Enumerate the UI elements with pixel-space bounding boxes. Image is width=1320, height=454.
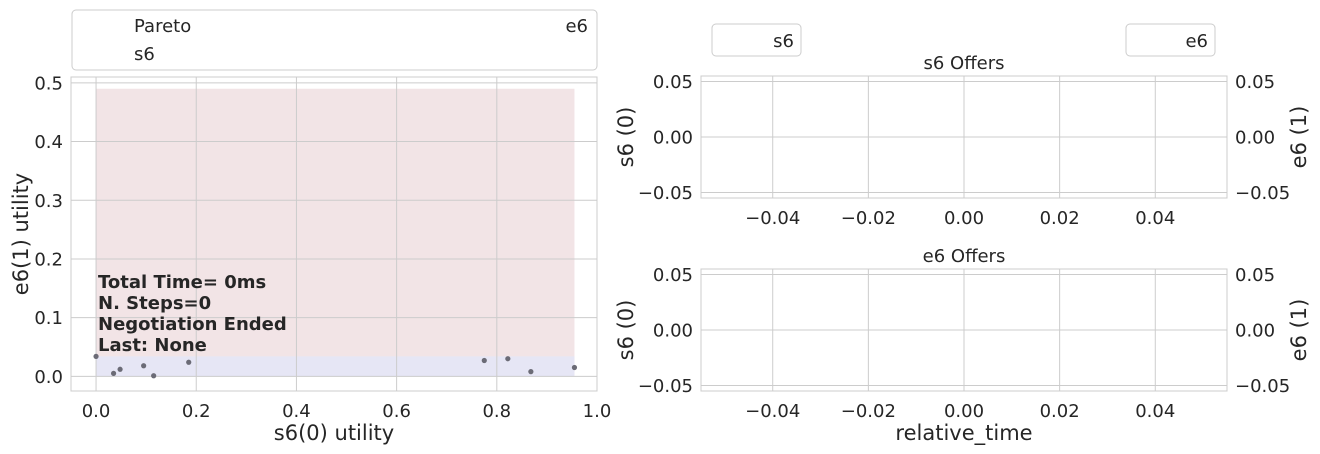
legend-entry-e6: e6 <box>565 16 588 37</box>
utility-x-tick-label: 0.8 <box>482 401 511 422</box>
utility-y-ticks: 0.0 0.1 0.2 0.3 0.4 0.5 <box>34 73 63 387</box>
s6-offers-x-tick-label: −0.02 <box>841 208 896 229</box>
e6-offers-y-axis-label-right: e6 (1) <box>1287 299 1311 362</box>
s6-offers-y-axis-label-right: e6 (1) <box>1287 106 1311 169</box>
utility-y-axis-label: e6(1) utility <box>9 173 33 295</box>
utility-gridlines <box>71 77 598 391</box>
e6-offers-y-tick-label: −0.05 <box>638 376 693 397</box>
e6-offers-x-tick-label: −0.04 <box>745 401 800 422</box>
s6-offers-legend-left-frame <box>711 23 802 57</box>
s6-offers-gridlines <box>701 76 1227 198</box>
s6-offers-x-tick-label: 0.04 <box>1135 208 1175 229</box>
utility-point <box>110 370 117 376</box>
e6-offers-x-tick-label: 0.04 <box>1135 401 1175 422</box>
s6-offers-y-tick-label: −0.05 <box>638 183 693 204</box>
s6-offers-y-ticks-left: −0.05 0.00 0.05 <box>638 72 693 204</box>
utility-x-tick-label: 0.0 <box>82 401 111 422</box>
utility-point <box>481 357 487 364</box>
s6-offers-legend-left-entry: s6 <box>773 31 794 52</box>
e6-offers-x-tick-label: 0.02 <box>1040 401 1080 422</box>
e6-offers-y-tick-label-right: 0.05 <box>1235 265 1275 286</box>
s6-offers-legend-right: e6 <box>1125 23 1216 57</box>
e6-offers-panel: e6 Offers −0.04 −0.02 0.00 0.02 0.04 −0.05 0.… <box>614 246 1311 446</box>
s6-offers-y-tick-label-right: −0.05 <box>1235 183 1290 204</box>
legend-entry-s6: s6 <box>134 44 155 65</box>
utility-plot-area: 0.0 0.2 0.4 0.6 0.8 1.0 0.0 0.1 0.2 0.3 0.4 0.5 To… <box>34 73 611 422</box>
utility-x-tick-label: 1.0 <box>583 401 612 422</box>
e6-offers-y-ticks-right: −0.05 0.00 0.05 <box>1235 265 1290 397</box>
s6-offers-legend-right-frame <box>1125 23 1216 57</box>
utility-regions <box>96 88 575 377</box>
s6-offers-y-tick-label: 0.00 <box>653 128 693 149</box>
s6-offers-y-ticks-right: −0.05 0.00 0.05 <box>1235 72 1290 204</box>
annotation-last-offer: Last: None <box>98 335 207 356</box>
s6-offers-x-tick-label: 0.00 <box>944 208 984 229</box>
e6-offers-y-axis-label-left: s6 (0) <box>614 300 638 361</box>
utility-y-tick-label: 0.5 <box>34 73 63 94</box>
utility-point <box>93 353 99 359</box>
utility-region-e6 <box>96 356 575 377</box>
e6-offers-y-tick-label: 0.00 <box>653 321 693 342</box>
e6-offers-y-tick-label-right: 0.00 <box>1235 321 1275 342</box>
s6-offers-y-axis-label-left: s6 (0) <box>614 107 638 168</box>
s6-offers-y-tick-label-right: 0.00 <box>1235 128 1275 149</box>
s6-offers-x-tick-label: 0.02 <box>1040 208 1080 229</box>
annotation-status: Negotiation Ended <box>98 314 287 335</box>
utility-region-s6 <box>96 88 575 377</box>
s6-offers-y-tick-label: 0.05 <box>653 72 693 93</box>
e6-offers-y-tick-label-right: −0.05 <box>1235 376 1290 397</box>
utility-x-axis-label: s6(0) utility <box>274 421 394 445</box>
s6-offers-x-tick-label: −0.04 <box>745 208 800 229</box>
e6-offers-x-axis-label: relative_time <box>895 421 1032 446</box>
utility-x-tick-label: 0.4 <box>282 401 311 422</box>
s6-offers-legend-right-entry: e6 <box>1185 31 1208 52</box>
utility-point <box>571 364 578 371</box>
s6-offers-legend-left: s6 <box>711 23 802 57</box>
negotiation-annotation: Total Time= 0ms N. Steps=0 Negotiation E… <box>98 272 287 356</box>
utility-panel: Pareto e6 s6 0.0 0.2 0.4 0.6 0.8 1.0 0.00.10.… <box>9 9 611 445</box>
utility-point <box>117 366 123 372</box>
utility-x-ticks: 0.0 0.2 0.4 0.6 0.8 1.0 <box>82 401 612 422</box>
utility-plot-frame <box>70 76 598 392</box>
utility-y-tick-label: 0.3 <box>34 191 63 212</box>
s6-offers-y-tick-label-right: 0.05 <box>1235 72 1275 93</box>
utility-y-tick-label: 0.1 <box>34 308 63 329</box>
utility-points <box>93 353 578 379</box>
annotation-total-time: Total Time= 0ms <box>98 272 266 293</box>
e6-offers-title: e6 Offers <box>923 246 1006 267</box>
utility-y-tick-label: 0.0 <box>34 367 63 388</box>
utility-x-tick-label: 0.6 <box>382 401 411 422</box>
utility-point <box>505 356 511 362</box>
e6-offers-x-tick-label: 0.00 <box>944 401 984 422</box>
utility-x-tick-label: 0.2 <box>182 401 211 422</box>
utility-point <box>151 373 157 379</box>
e6-offers-y-ticks-left: −0.05 0.00 0.05 <box>638 265 693 397</box>
utility-y-tick-label: 0.2 <box>34 249 63 270</box>
e6-offers-x-tick-label: −0.02 <box>841 401 896 422</box>
e6-offers-gridlines <box>701 269 1227 391</box>
utility-point <box>141 363 147 369</box>
utility-y-tick-label: 0.4 <box>34 132 63 153</box>
legend-entry-pareto: Pareto <box>134 16 191 37</box>
utility-legend: Pareto e6 s6 <box>71 9 598 71</box>
utility-legend-frame <box>71 9 598 71</box>
e6-offers-plot-frame <box>700 268 1228 392</box>
s6-offers-title: s6 Offers <box>924 53 1005 74</box>
s6-offers-plot-frame <box>700 75 1228 199</box>
s6-offers-x-ticks: −0.04 −0.02 0.00 0.02 0.04 <box>745 208 1175 229</box>
e6-offers-y-tick-label: 0.05 <box>653 265 693 286</box>
s6-offers-panel: s6 e6 s6 Offers −0.04 −0.02 0.00 0.02 0.04 −… <box>614 23 1311 229</box>
e6-offers-x-ticks: −0.04 −0.02 0.00 0.02 0.04 <box>745 401 1175 422</box>
annotation-steps: N. Steps=0 <box>98 293 211 314</box>
utility-point <box>186 359 192 365</box>
utility-point <box>528 369 534 375</box>
